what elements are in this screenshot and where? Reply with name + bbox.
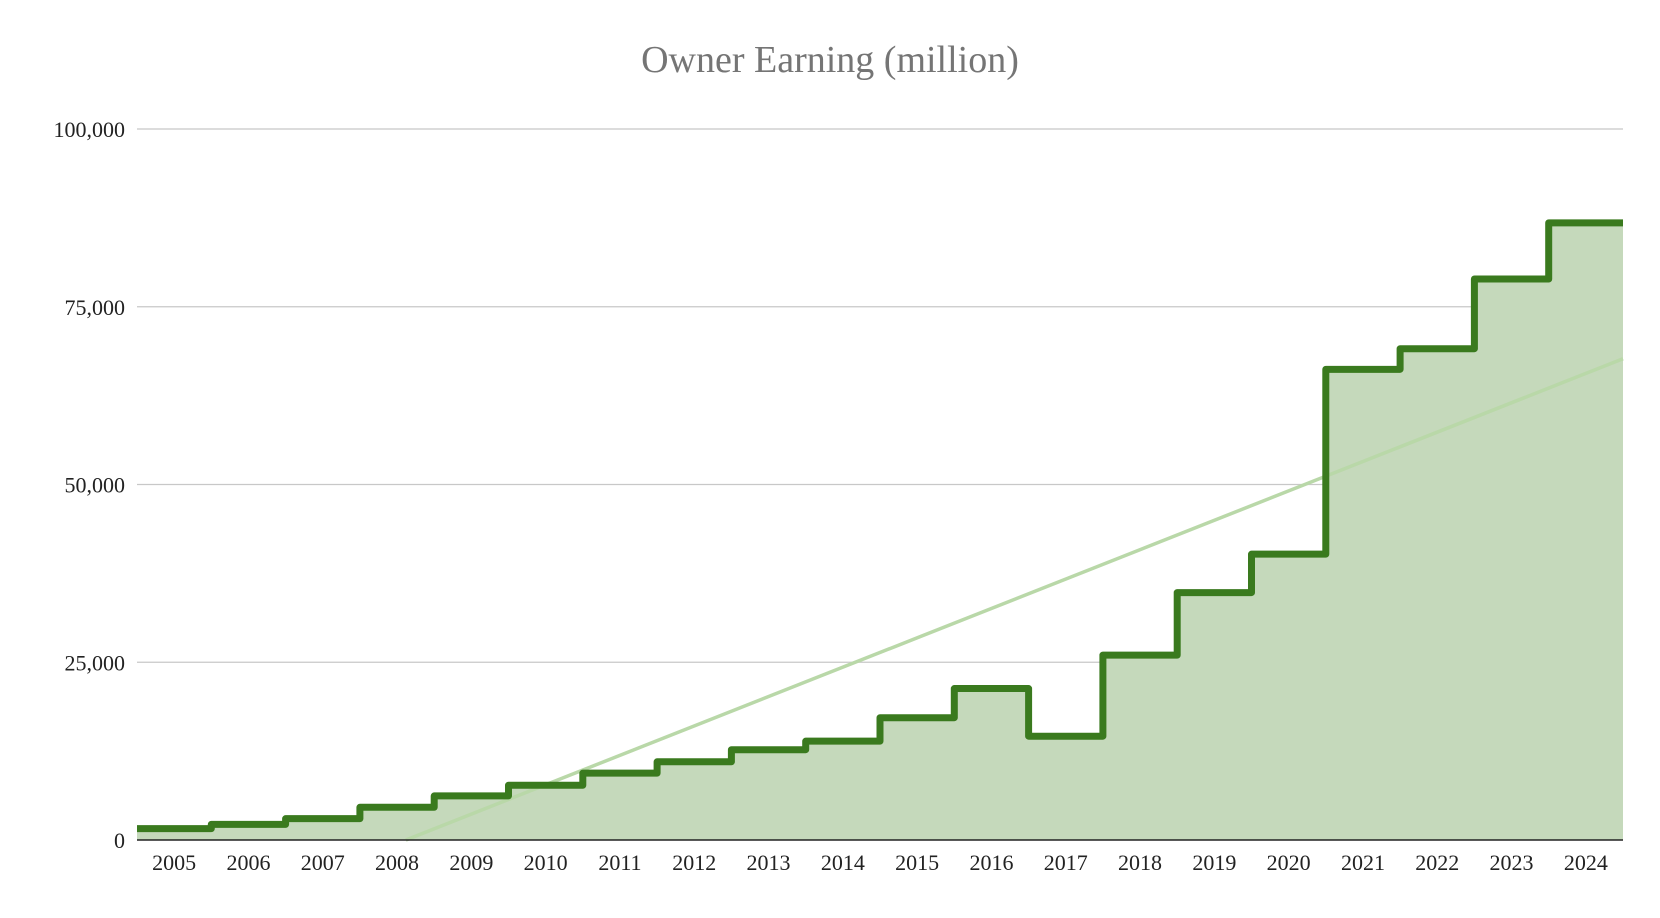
x-tick-label: 2011	[598, 850, 641, 875]
x-tick-label: 2019	[1192, 850, 1236, 875]
trend-layer	[405, 357, 1624, 842]
y-tick-label: 100,000	[54, 117, 126, 142]
x-tick-label: 2018	[1118, 850, 1162, 875]
x-tick-label: 2014	[821, 850, 865, 875]
chart-title: Owner Earning (million)	[641, 39, 1019, 81]
x-tick-label: 2021	[1341, 850, 1385, 875]
x-tick-label: 2020	[1267, 850, 1311, 875]
x-tick-label: 2022	[1415, 850, 1459, 875]
x-tick-labels: 2005 2006 2007 2008 2009 2010 2011 2012 2013 2014…	[152, 850, 1608, 875]
x-tick-label: 2013	[747, 850, 791, 875]
trendline	[405, 357, 1624, 842]
y-tick-label: 25,000	[65, 650, 126, 675]
x-tick-label: 2005	[152, 850, 196, 875]
x-tick-label: 2016	[969, 850, 1013, 875]
x-tick-label: 2017	[1044, 850, 1088, 875]
area-layer	[137, 222, 1623, 841]
series-line	[137, 219, 1623, 833]
y-tick-label: 75,000	[65, 295, 126, 320]
x-tick-label: 2009	[449, 850, 493, 875]
y-tick-label: 50,000	[65, 473, 126, 498]
x-tick-label: 2015	[895, 850, 939, 875]
line-layer	[137, 219, 1623, 833]
x-tick-label: 2024	[1564, 850, 1608, 875]
y-tick-label: 0	[114, 828, 125, 853]
x-tick-label: 2007	[301, 850, 345, 875]
x-tick-label: 2010	[524, 850, 568, 875]
series-area	[137, 222, 1623, 841]
x-tick-label: 2006	[226, 850, 270, 875]
x-tick-label: 2008	[375, 850, 419, 875]
x-tick-label: 2012	[672, 850, 716, 875]
y-tick-labels: 0 25,000 50,000 75,000 100,000	[54, 117, 126, 853]
x-tick-label: 2023	[1490, 850, 1534, 875]
